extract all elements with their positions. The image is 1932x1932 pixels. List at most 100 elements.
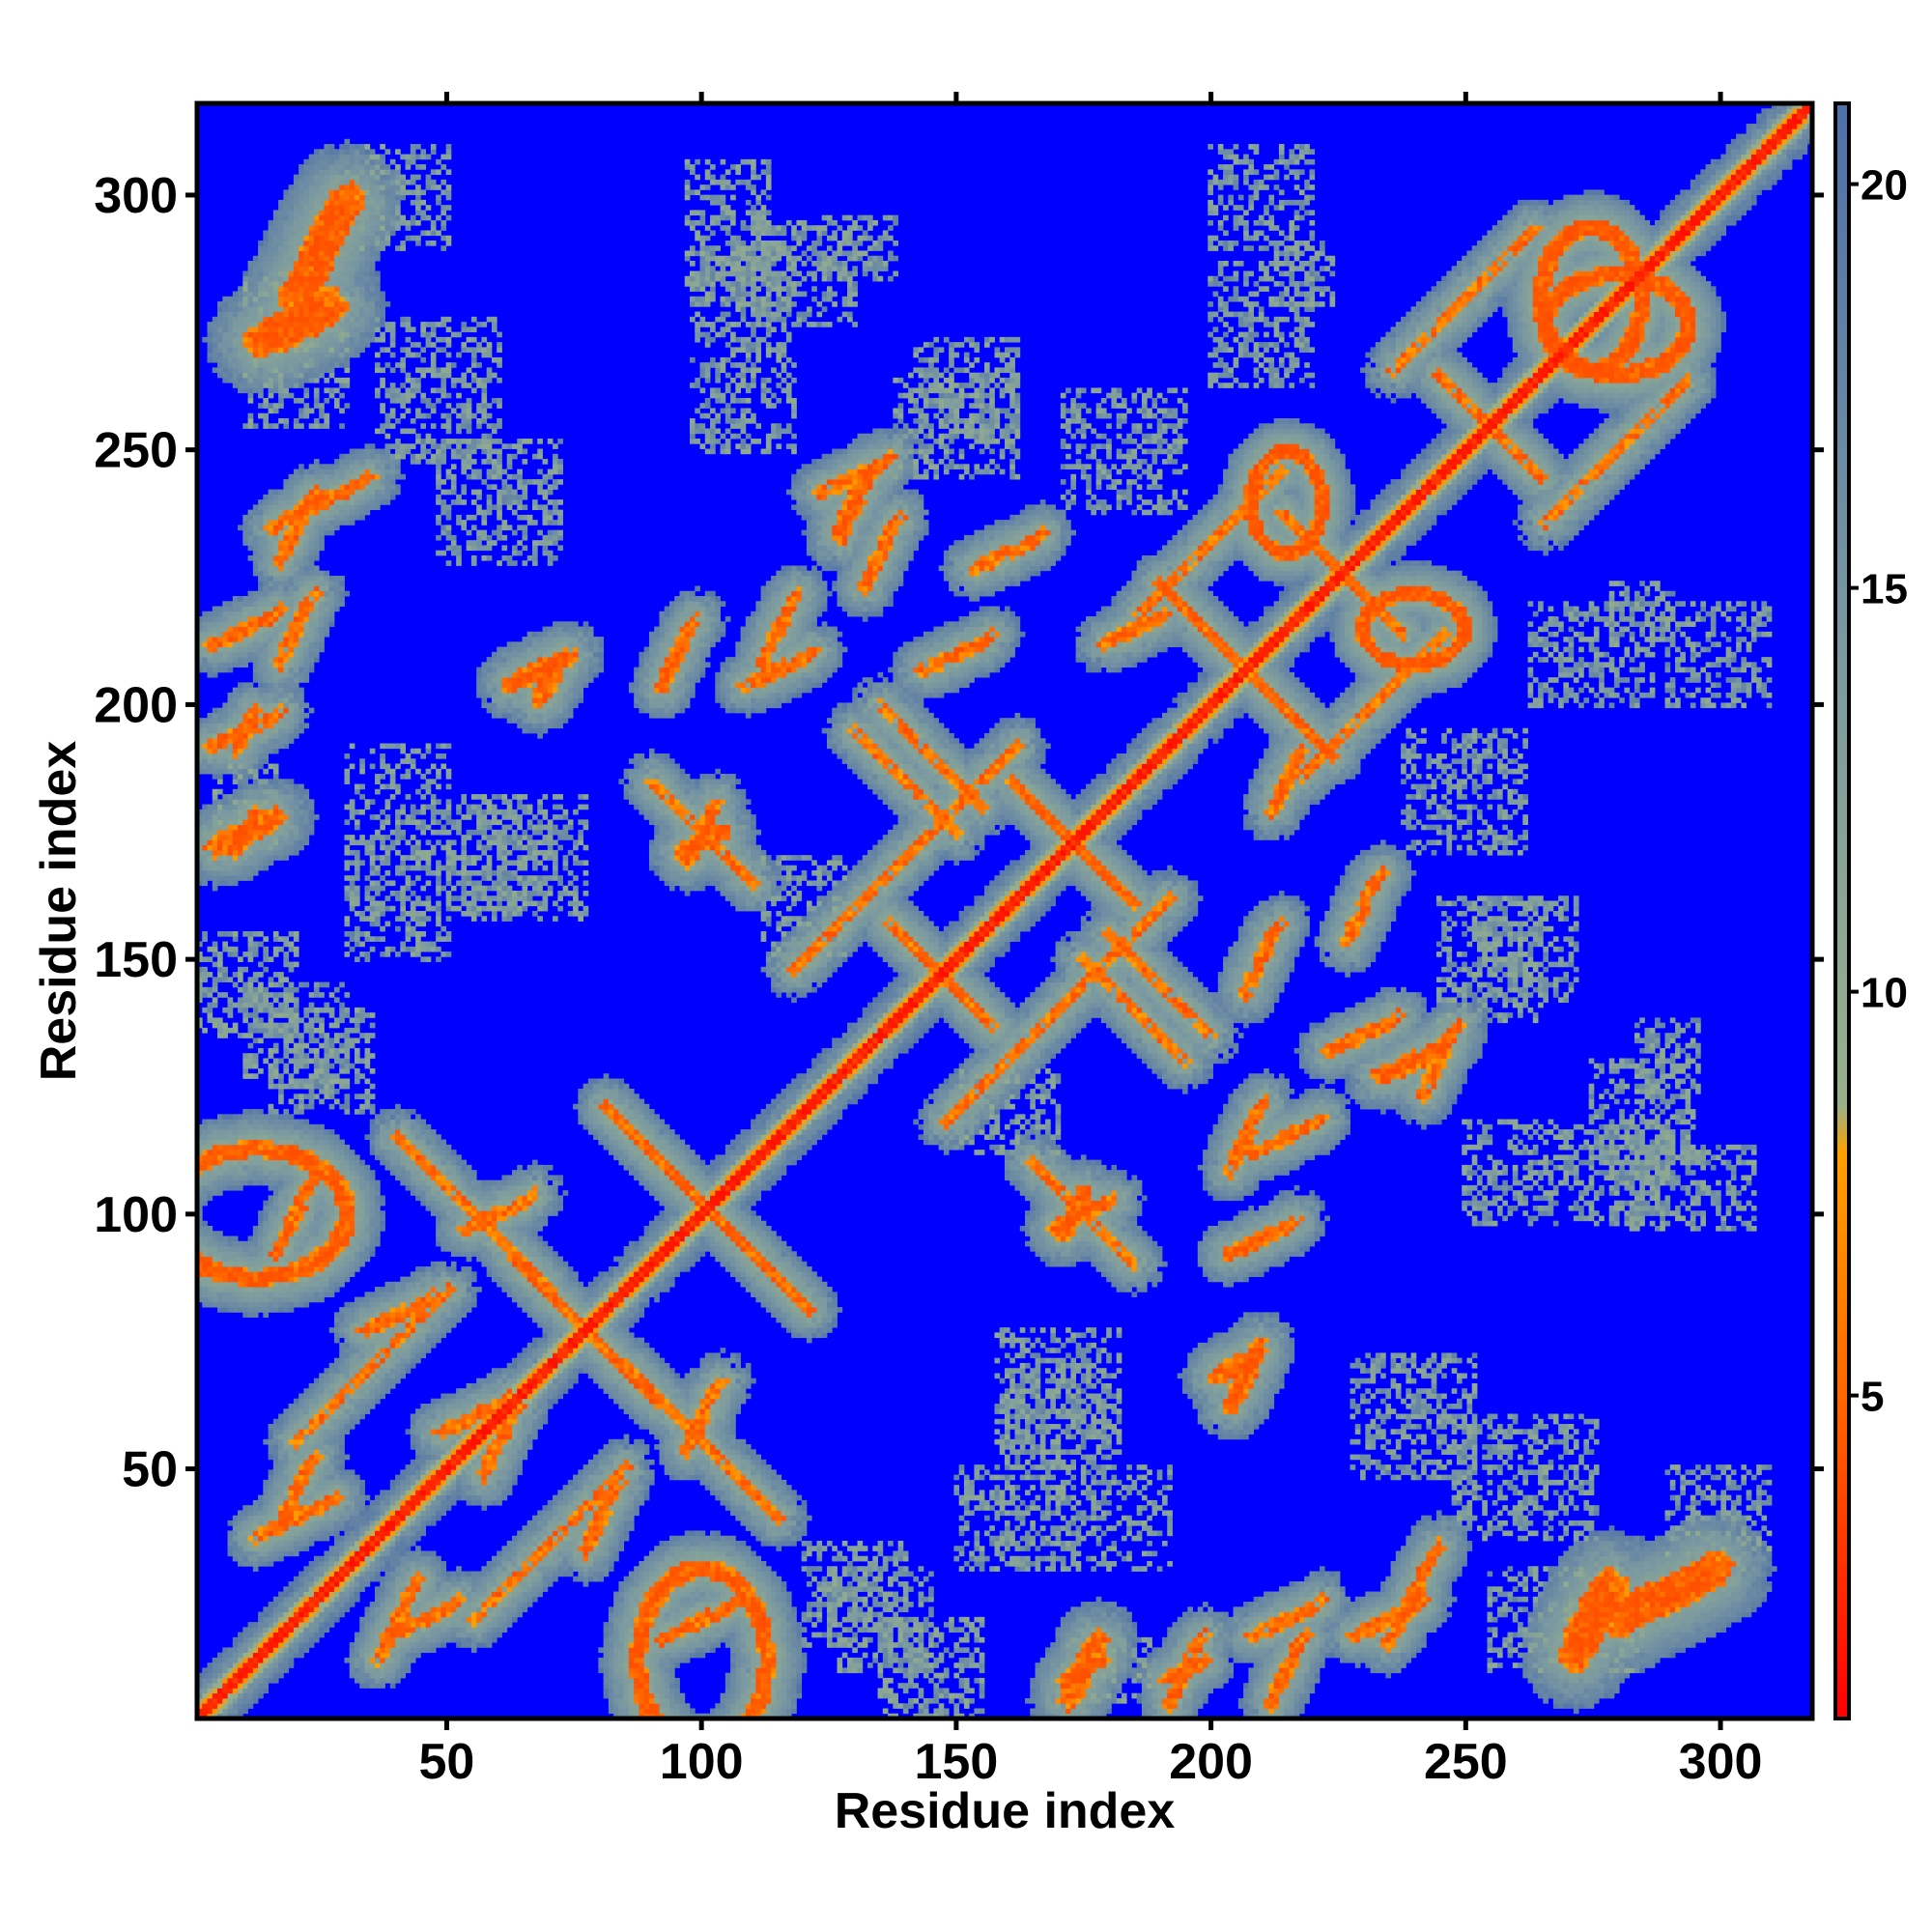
heatmap-cell [278, 230, 284, 236]
heatmap-cell [253, 560, 259, 566]
heatmap-cell [208, 1150, 213, 1155]
heatmap-cell [202, 1302, 208, 1308]
heatmap-cell [238, 1683, 243, 1689]
heatmap-cell [202, 637, 208, 642]
heatmap-cell [253, 1114, 259, 1120]
heatmap-cell [238, 337, 243, 343]
heatmap-cell [258, 581, 264, 586]
heatmap-cell [283, 1424, 289, 1430]
heatmap-cell [258, 814, 264, 820]
heatmap-cell [222, 977, 228, 982]
heatmap-cell [222, 668, 228, 673]
heatmap-cell [217, 880, 223, 886]
heatmap-cell [233, 1637, 239, 1643]
heatmap-cell [238, 1145, 243, 1151]
heatmap-cell [238, 1307, 243, 1313]
heatmap-cell [213, 1124, 218, 1130]
heatmap-cell [217, 627, 223, 633]
heatmap-cell [263, 1262, 269, 1267]
heatmap-cell [263, 1277, 269, 1283]
heatmap-cell [238, 713, 243, 719]
heatmap-cell [263, 1561, 269, 1567]
heatmap-cell [248, 1282, 254, 1288]
heatmap-cell [273, 799, 279, 805]
heatmap-cell [258, 1008, 264, 1013]
heatmap-cell [294, 1577, 299, 1582]
heatmap-cell [233, 1271, 239, 1277]
heatmap-cell [233, 616, 239, 622]
heatmap-cell [248, 830, 254, 836]
heatmap-cell [202, 1134, 208, 1140]
heatmap-cell [278, 1226, 284, 1232]
heatmap-cell [263, 1525, 269, 1531]
heatmap-cell [278, 353, 284, 358]
heatmap-cell [269, 1206, 274, 1211]
heatmap-cell [202, 743, 208, 749]
heatmap-cell [289, 1658, 295, 1663]
heatmap-cell [263, 306, 269, 312]
heatmap-cell [242, 1307, 248, 1313]
heatmap-cell [278, 1073, 284, 1079]
heatmap-cell [289, 845, 295, 851]
heatmap-cell [242, 1688, 248, 1693]
heatmap-cell [222, 805, 228, 810]
heatmap-cell [222, 1307, 228, 1313]
heatmap-cell [217, 723, 223, 728]
heatmap-cell [217, 1658, 223, 1663]
heatmap-cell [242, 353, 248, 358]
heatmap-cell [242, 312, 248, 318]
heatmap-cell [228, 733, 234, 739]
heatmap-cell [258, 1546, 264, 1551]
heatmap-cell [217, 332, 223, 338]
heatmap-cell [258, 616, 264, 622]
heatmap-cell [283, 535, 289, 541]
heatmap-cell [208, 1678, 213, 1684]
heatmap-cell [263, 499, 269, 505]
heatmap-cell [202, 810, 208, 815]
heatmap-cell [208, 1262, 213, 1267]
heatmap-cell [289, 697, 295, 703]
heatmap-cell [269, 281, 274, 287]
heatmap-cell [213, 611, 218, 617]
heatmap-cell [278, 551, 284, 556]
heatmap-cell [208, 839, 213, 845]
heatmap-cell [202, 1688, 208, 1693]
heatmap-cell [269, 662, 274, 668]
heatmap-cell [228, 641, 234, 647]
heatmap-cell [263, 1140, 269, 1146]
heatmap-cell [278, 789, 284, 795]
heatmap-cell [269, 271, 274, 277]
heatmap-cell [273, 510, 279, 516]
heatmap-cell [222, 708, 228, 714]
heatmap-cell [263, 332, 269, 338]
heatmap-cell [222, 611, 228, 617]
heatmap-cell [263, 799, 269, 805]
heatmap-cell [213, 1292, 218, 1297]
heatmap-cell [273, 357, 279, 363]
heatmap-cell [283, 830, 289, 836]
heatmap-cell [294, 1525, 299, 1531]
heatmap-cell [248, 845, 254, 851]
heatmap-cell [238, 652, 243, 658]
heatmap-cell [202, 1221, 208, 1227]
heatmap-cell [269, 657, 274, 663]
heatmap-cell [238, 383, 243, 388]
heatmap-cell [263, 860, 269, 866]
heatmap-cell [222, 819, 228, 825]
heatmap-cell [269, 1221, 274, 1227]
heatmap-cell [289, 1642, 295, 1648]
heatmap-cell [278, 297, 284, 302]
heatmap-cell [213, 875, 218, 881]
heatmap-cell [217, 774, 223, 780]
heatmap-cell [222, 713, 228, 719]
heatmap-cell [202, 1292, 208, 1297]
heatmap-cell [228, 1541, 234, 1547]
heatmap-cell [213, 662, 218, 668]
heatmap-cell [222, 764, 228, 770]
heatmap-cell [202, 1246, 208, 1252]
heatmap-cell [238, 353, 243, 358]
heatmap-cell [263, 322, 269, 327]
heatmap-cell [278, 1124, 284, 1130]
heatmap-cell [278, 1667, 284, 1673]
heatmap-cell [278, 1449, 284, 1455]
